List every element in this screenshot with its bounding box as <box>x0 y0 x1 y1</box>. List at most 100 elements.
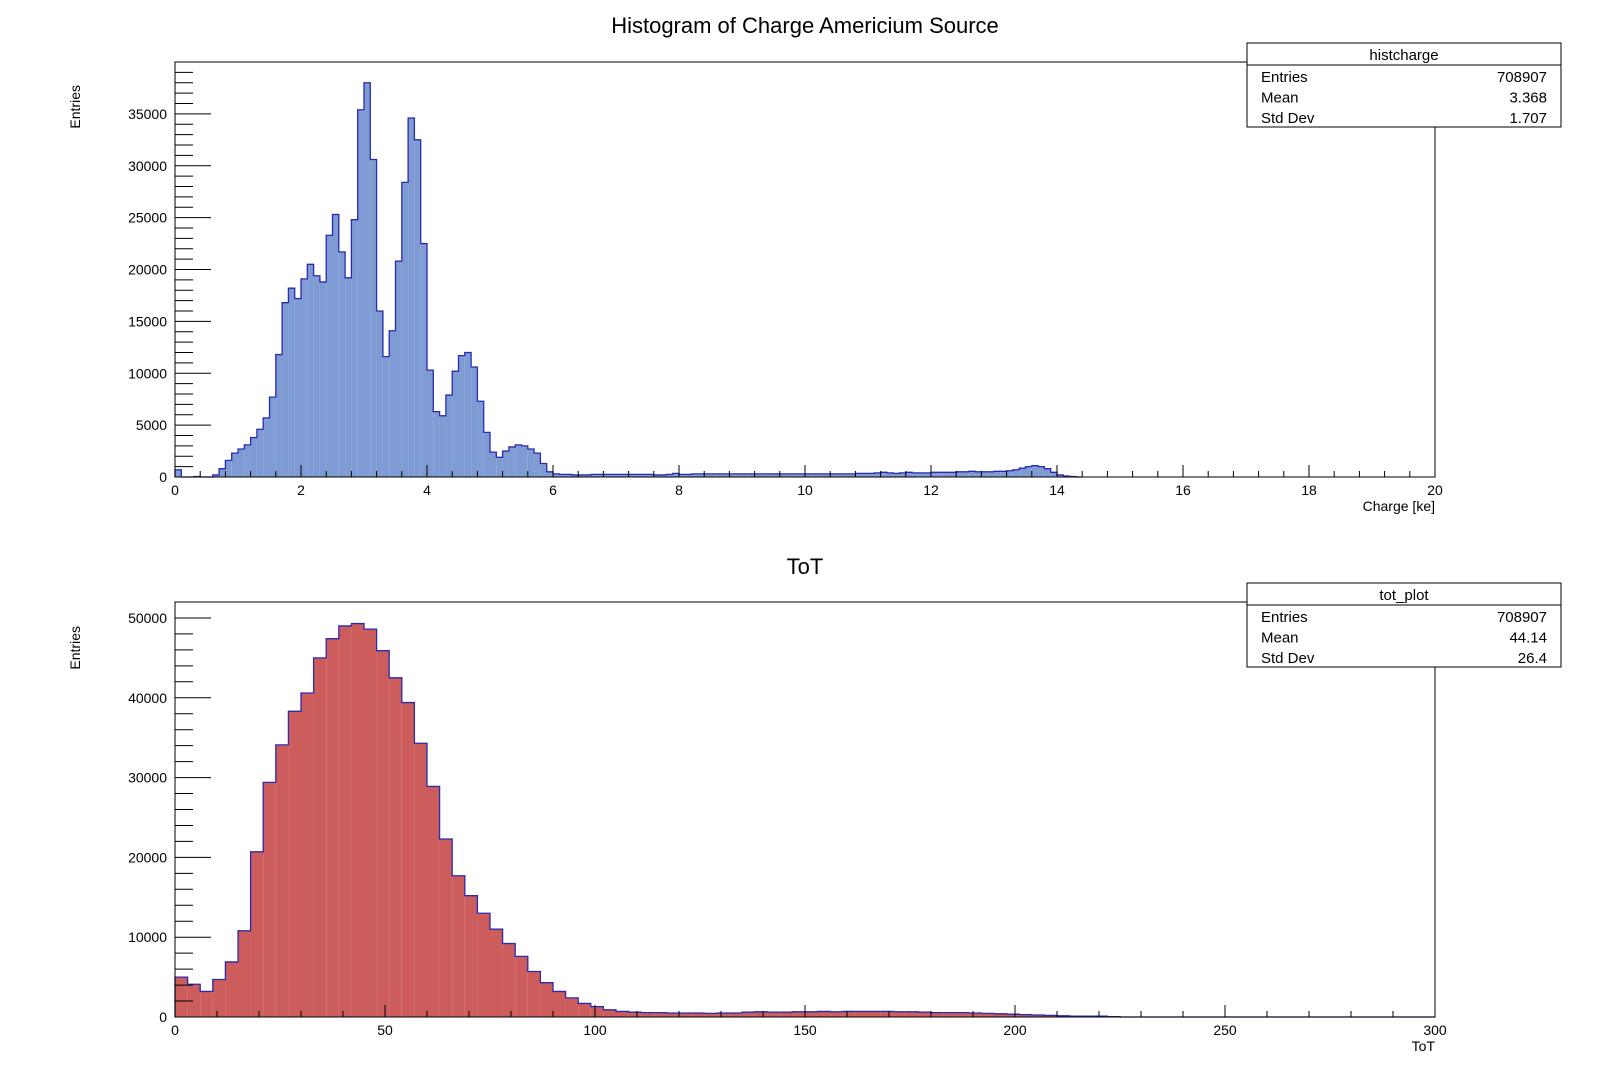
histogram-bin <box>238 930 251 1017</box>
y-tick-label: 35000 <box>128 106 167 122</box>
histogram-bin <box>710 473 717 477</box>
histogram-bin <box>326 235 333 477</box>
histogram-bin <box>439 415 446 477</box>
histogram-bin <box>931 472 938 477</box>
histogram-bin <box>565 997 579 1017</box>
x-tick-label: 0 <box>171 482 179 498</box>
histogram-bin <box>742 1012 755 1017</box>
histogram-bin <box>597 474 604 477</box>
stats-row-value: 1.707 <box>1509 110 1547 127</box>
histogram-bin <box>830 473 837 477</box>
x-tick-label: 100 <box>583 1022 607 1038</box>
y-axis-label: Entries <box>67 85 83 129</box>
histogram-bin <box>962 471 969 477</box>
histogram-bin <box>849 473 856 477</box>
histogram-bin <box>427 370 434 477</box>
histogram-bin <box>943 1012 957 1017</box>
stats-row-label: Mean <box>1261 630 1299 647</box>
histogram-bin <box>874 472 881 477</box>
histogram-bin <box>282 302 289 477</box>
histogram-bin <box>256 429 264 477</box>
histogram-bin <box>767 1012 780 1017</box>
histogram-bin <box>301 278 308 477</box>
histogram-bin <box>968 471 976 477</box>
x-tick-label: 16 <box>1175 482 1191 498</box>
histogram-bin <box>590 474 598 477</box>
x-tick-label: 300 <box>1423 1022 1447 1038</box>
histogram-bin <box>994 471 1001 477</box>
stats-row-label: Std Dev <box>1261 110 1315 127</box>
histogram-bin <box>817 473 824 477</box>
x-tick-label: 8 <box>675 482 683 498</box>
histogram-bin <box>187 984 201 1017</box>
histogram-bin <box>238 448 245 477</box>
histogram-bin <box>628 474 635 477</box>
histogram-bin <box>729 1013 742 1017</box>
histogram-bin <box>427 786 440 1017</box>
histogram-bin <box>502 943 516 1017</box>
histogram-bin <box>439 839 453 1017</box>
histogram-bin <box>842 1011 856 1017</box>
histogram-bin <box>975 471 982 477</box>
histogram-bin <box>212 979 226 1017</box>
histogram-bin <box>515 444 522 477</box>
histogram-bin <box>584 474 591 477</box>
stats-box: histcharge Entries 708907 Mean 3.368 Std Dev 1… <box>1246 42 1562 128</box>
histogram-bin <box>868 473 875 477</box>
histogram-bin <box>767 473 774 477</box>
histogram-bin <box>634 474 642 477</box>
histogram-bin <box>868 1011 881 1017</box>
histogram-bin <box>225 460 232 477</box>
histogram-bin <box>540 982 553 1017</box>
histogram-bin <box>943 472 950 477</box>
x-tick-label: 18 <box>1301 482 1317 498</box>
histogram-bin <box>735 473 742 477</box>
stats-row-value: 26.4 <box>1518 650 1547 667</box>
histogram-bin <box>742 473 749 477</box>
histogram-bin <box>175 469 182 477</box>
y-tick-label: 0 <box>159 469 167 485</box>
histogram-bin <box>319 281 327 477</box>
histogram-bin <box>855 1011 868 1017</box>
stats-row-value: 44.14 <box>1509 630 1547 647</box>
histogram-bin <box>250 437 257 477</box>
stats-row-label: Entries <box>1261 609 1308 626</box>
histogram-bin <box>471 367 478 477</box>
histogram-bin <box>219 468 226 477</box>
histogram-bin <box>697 473 705 477</box>
histogram-bin <box>691 1013 705 1017</box>
histogram-bin <box>225 961 238 1017</box>
histogram-bin <box>553 473 560 477</box>
x-tick-label: 20 <box>1427 482 1443 498</box>
histogram-bin <box>401 182 409 477</box>
histogram-bin <box>332 214 339 477</box>
histogram-bin <box>502 451 509 477</box>
histogram-bin <box>842 473 850 477</box>
histogram-bin <box>823 473 831 477</box>
x-tick-label: 12 <box>923 482 939 498</box>
histogram-bin <box>880 472 887 477</box>
histogram-bin <box>389 677 402 1017</box>
histogram-bin <box>395 261 402 477</box>
histogram-bin <box>981 471 988 477</box>
histogram-bin <box>1057 474 1064 477</box>
histogram-bin <box>723 473 730 477</box>
histogram-bin <box>899 472 906 477</box>
histogram-bin <box>679 1013 692 1017</box>
histogram-bin <box>1019 468 1026 477</box>
histogram-bin <box>376 650 390 1017</box>
histogram-bin <box>779 1012 793 1017</box>
histogram-bin <box>641 1012 654 1017</box>
histogram-bin <box>175 977 188 1017</box>
stats-row-value: 708907 <box>1497 69 1547 86</box>
histogram-bin <box>641 474 648 477</box>
histogram-bin <box>515 956 528 1017</box>
histogram-bin <box>263 417 270 477</box>
histogram-bin <box>628 1012 642 1017</box>
histogram-bin <box>458 355 465 477</box>
histogram-bin <box>464 895 478 1017</box>
histogram-bin <box>477 401 484 477</box>
histogram-bin <box>918 472 925 477</box>
histogram-bin <box>1031 465 1039 477</box>
histogram-bin <box>338 251 346 477</box>
